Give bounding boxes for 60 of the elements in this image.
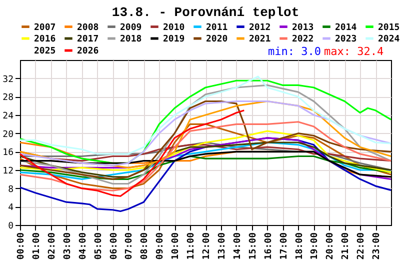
- y-tick-label: 8: [8, 184, 14, 195]
- x-tick-label: 22:00: [356, 232, 367, 260]
- x-tick-label: 00:00: [16, 232, 26, 260]
- legend-label: 2010: [163, 22, 185, 33]
- text: min: 3.0: [268, 45, 321, 58]
- y-tick-label: 24: [2, 112, 14, 122]
- legend-label: 2008: [77, 22, 99, 33]
- x-tick-label: 08:00: [140, 232, 150, 260]
- text: 2025: [34, 46, 56, 56]
- legend-label: 2009: [120, 22, 142, 33]
- legend-label: 2011: [206, 22, 228, 33]
- x-tick-label: 01:00: [32, 232, 42, 260]
- x-tick-label: 10:00: [171, 232, 182, 260]
- x-tick-label: 06:00: [109, 232, 120, 260]
- legend-label: 2020: [206, 34, 228, 44]
- x-tick-label: 04:00: [78, 232, 88, 260]
- legend-label: 2015: [378, 22, 400, 33]
- chart-title: 13.8. - Porovnání teplot: [112, 5, 300, 20]
- line-series: [19, 110, 245, 197]
- y-tick-label: 12: [2, 166, 14, 176]
- x-tick-label: 16:00: [264, 232, 274, 260]
- legend-label: 2012: [249, 22, 271, 33]
- x-tick-label: 02:00: [47, 232, 58, 260]
- legend-label: 2026: [77, 46, 99, 56]
- line-series: [19, 84, 392, 185]
- legend-label: 2016: [34, 34, 56, 44]
- legend-label: 2022: [292, 34, 314, 44]
- x-tick-label: 23:00: [372, 232, 382, 260]
- text: max: 32.4: [324, 45, 384, 58]
- x-tick-label: 14:00: [232, 232, 243, 260]
- legend-label: 2018: [120, 34, 142, 44]
- line-series: [19, 155, 392, 180]
- x-tick-label: 11:00: [186, 232, 197, 260]
- legend-label: 2007: [34, 22, 56, 33]
- x-tick-label: 20:00: [326, 232, 336, 260]
- x-tick-label: 12:00: [202, 232, 212, 260]
- x-tick-label: 13:00: [217, 232, 228, 260]
- x-tick-label: 19:00: [310, 232, 320, 260]
- x-tick-label: 15:00: [248, 232, 258, 260]
- x-tick-label: 03:00: [62, 232, 73, 260]
- y-tick-label: 0: [8, 222, 14, 232]
- legend-label: 2023: [335, 34, 357, 44]
- legend-label: 2019: [163, 34, 185, 44]
- y-tick-label: 28: [2, 93, 14, 104]
- x-tick-label: 17:00: [279, 232, 290, 260]
- y-tick-label: 4: [8, 203, 14, 214]
- y-tick-label: 16: [2, 148, 14, 158]
- legend-label: 2024: [378, 34, 400, 44]
- x-tick-label: 18:00: [294, 232, 305, 260]
- legend-label: 2021: [249, 34, 271, 44]
- x-tick-label: 05:00: [94, 232, 104, 260]
- x-tick-label: 21:00: [341, 232, 352, 260]
- legend-label: 2017: [77, 34, 99, 44]
- legend-label: 2014: [335, 22, 358, 33]
- x-tick-label: 07:00: [124, 232, 135, 260]
- y-tick-label: 20: [2, 130, 14, 140]
- legend-label: 2013: [292, 22, 314, 33]
- x-tick-label: 09:00: [156, 232, 166, 260]
- line-series: [19, 130, 392, 174]
- y-tick-label: 32: [2, 74, 14, 85]
